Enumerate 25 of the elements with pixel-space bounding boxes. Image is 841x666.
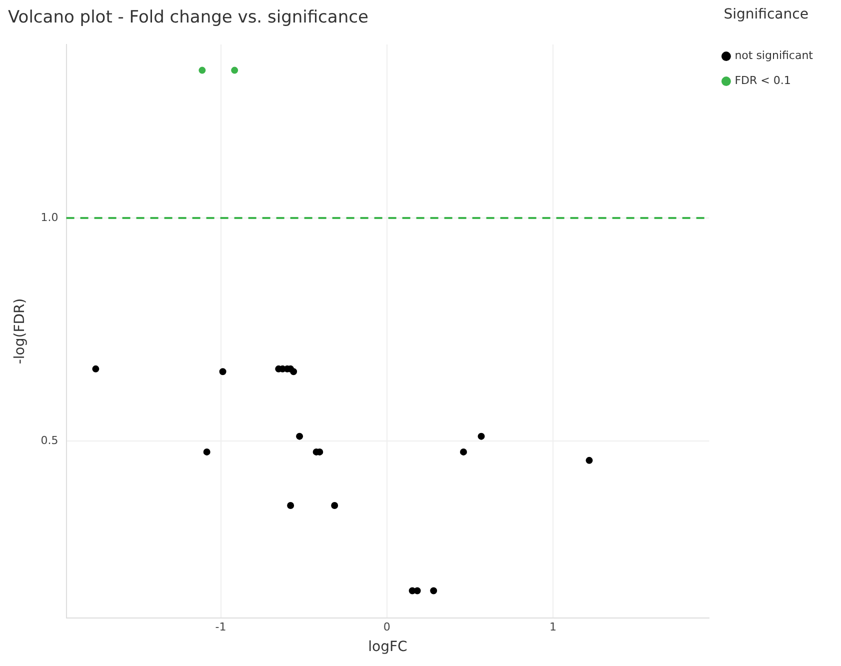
point xyxy=(290,368,298,376)
point xyxy=(460,448,467,456)
point xyxy=(296,432,304,440)
point xyxy=(430,587,438,594)
x-tick-label: 0 xyxy=(383,620,390,634)
point xyxy=(198,66,206,74)
y-tick-label: 1.0 xyxy=(40,210,58,224)
point xyxy=(331,502,338,510)
x-tick-label: 1 xyxy=(550,620,557,634)
x-tick-label: -1 xyxy=(215,620,226,634)
point xyxy=(219,368,226,376)
y-tick-label: 0.5 xyxy=(40,434,58,448)
legend-title: Significance xyxy=(724,6,808,23)
point xyxy=(92,365,100,372)
point xyxy=(287,502,294,510)
point xyxy=(414,587,421,594)
legend-label: FDR < 0.1 xyxy=(734,74,791,88)
chart-title: Volcano plot - Fold change vs. significance xyxy=(8,8,368,28)
point xyxy=(231,66,238,74)
y-axis-title: -log(FDR) xyxy=(12,298,28,364)
point xyxy=(586,456,593,464)
legend-label: not significant xyxy=(734,49,814,62)
point xyxy=(478,432,485,440)
x-axis-title: logFC xyxy=(368,639,408,656)
point xyxy=(203,448,210,456)
